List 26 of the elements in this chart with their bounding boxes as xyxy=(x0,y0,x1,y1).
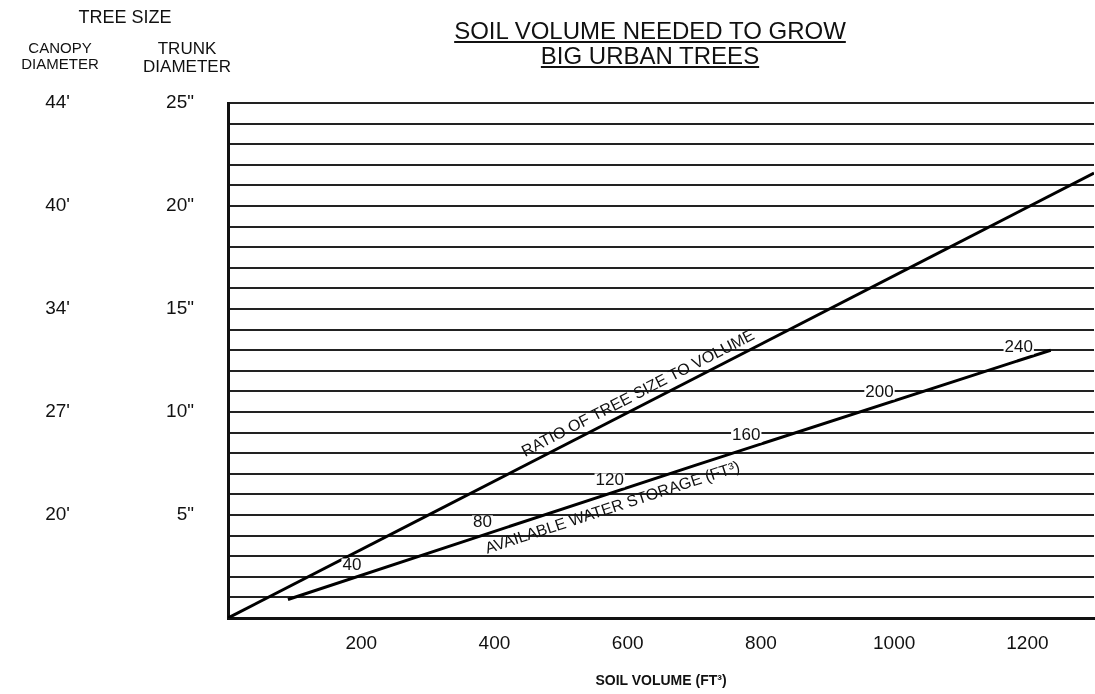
x-tick-label: 800 xyxy=(745,631,777,653)
y-tick-label: 20" xyxy=(166,194,194,216)
x-tick-label: 1000 xyxy=(873,631,916,653)
y-tick-label: 15" xyxy=(166,297,194,319)
x-tick-label: 1200 xyxy=(1006,631,1049,653)
y-tick-label: 5" xyxy=(176,503,194,525)
category-label: 27' xyxy=(45,400,70,422)
category-label: 34' xyxy=(45,297,70,319)
text: TREE SIZE xyxy=(77,7,173,27)
annotation: 240 xyxy=(1004,336,1033,356)
annotation: 160 xyxy=(732,424,761,444)
x-tick-label: 400 xyxy=(478,631,511,653)
x-axis-title: SOIL VOLUME (FT³) xyxy=(595,672,727,689)
annotation: 120 xyxy=(595,469,624,489)
x-tick-label: 200 xyxy=(345,631,378,653)
y-tick-label: 25" xyxy=(166,91,194,113)
y-tick-label: 10" xyxy=(166,400,194,422)
y2-axis-title: CANOPY DIAMETER xyxy=(20,39,100,72)
category-label: 40' xyxy=(45,194,70,216)
category-label: 20' xyxy=(45,503,70,525)
chart-title: SOIL VOLUME NEEDED TO GROW BIG URBAN TREES xyxy=(453,17,847,70)
category-label: 44' xyxy=(45,91,70,113)
y-axis-title: TRUNK DIAMETER xyxy=(142,39,232,76)
x-tick-label: 600 xyxy=(611,631,644,653)
annotation: 200 xyxy=(865,381,894,401)
annotation: 40 xyxy=(342,554,362,574)
